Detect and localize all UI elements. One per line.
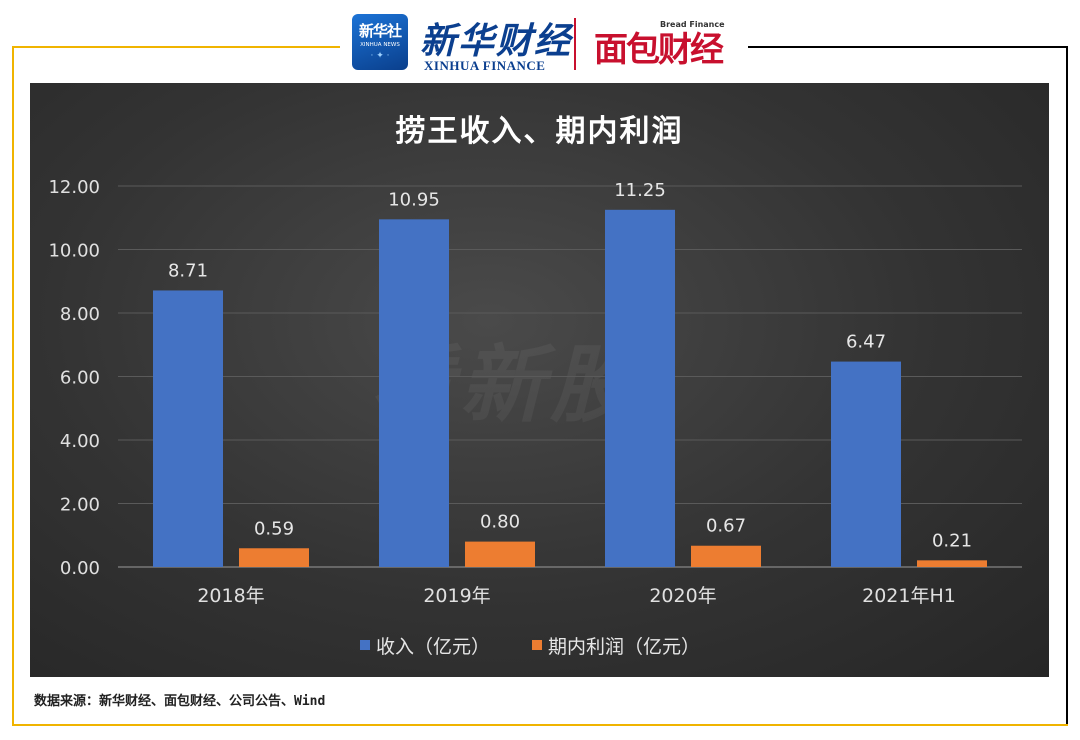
header-separator (574, 18, 576, 70)
bar-income (379, 219, 449, 567)
xinhua-badge-sub: XINHUA NEWS (360, 42, 400, 48)
y-tick-label: 6.00 (60, 368, 100, 389)
x-axis-ticks: 2018年 2019年 2020年 2021年H1 (197, 585, 956, 607)
chart-legend: 收入（亿元） 期内利润（亿元） (360, 632, 742, 658)
y-tick-label: 2.00 (60, 495, 100, 516)
y-tick-label: 4.00 (60, 431, 100, 452)
frame-top-left-line (12, 46, 340, 48)
bar-income (605, 209, 675, 567)
xinhua-finance-logo-cn: 新华财经 (420, 20, 573, 62)
data-label-income: 8.71 (168, 260, 208, 281)
legend-item-income: 收入（亿元） (360, 632, 490, 659)
legend-label-income: 收入（亿元） (376, 635, 491, 658)
bar-profit (465, 541, 535, 567)
data-label-profit: 0.21 (932, 530, 972, 551)
y-tick-label: 12.00 (48, 177, 100, 198)
frame-top-right-line (748, 46, 1068, 48)
x-tick-label: 2019年 (423, 585, 490, 607)
bread-finance-logo-cn: 面包财经 (594, 30, 724, 70)
x-tick-label: 2018年 (197, 585, 264, 607)
data-label-income: 11.25 (614, 180, 666, 201)
frame-right-line (1066, 46, 1068, 726)
bread-finance-logo-en: Bread Finance (660, 20, 725, 29)
chart-title: 捞王收入、期内利润 (395, 114, 684, 149)
source-note: 数据来源：新华财经、面包财经、公司公告、Wind (34, 694, 326, 709)
xinhua-finance-logo-en: XINHUA FINANCE (424, 58, 546, 73)
legend-swatch-profit (532, 640, 543, 650)
data-label-profit: 0.59 (254, 518, 294, 539)
frame-left-line (12, 46, 14, 726)
legend-item-profit: 期内利润（亿元） (532, 632, 700, 659)
data-label-profit: 0.67 (706, 516, 746, 537)
y-tick-label: 10.00 (48, 241, 100, 262)
legend-swatch-income (360, 640, 370, 650)
bar-income (831, 361, 901, 567)
bar-income (153, 290, 223, 567)
legend-label-profit: 期内利润（亿元） (548, 635, 701, 658)
bar-profit (239, 548, 309, 567)
xinhua-badge-main: 新华社 (358, 22, 402, 40)
y-tick-label: 8.00 (60, 304, 100, 325)
frame-bottom-line (12, 724, 1068, 726)
bars (153, 209, 987, 567)
bar-profit (691, 545, 761, 567)
data-label-profit: 0.80 (480, 512, 520, 533)
data-label-income: 10.95 (388, 189, 440, 210)
network-dots-icon: · ✦ · (370, 51, 390, 61)
x-tick-label: 2021年H1 (862, 585, 956, 607)
bar-profit (917, 560, 987, 567)
y-tick-label: 0.00 (60, 558, 100, 579)
data-labels: 8.71 0.59 10.95 0.80 11.25 0.67 6.47 0.21 (168, 180, 972, 552)
data-label-income: 6.47 (846, 332, 886, 353)
xinhua-news-logo: 新华社 XINHUA NEWS · ✦ · (352, 14, 408, 70)
x-tick-label: 2020年 (649, 585, 716, 607)
y-axis-ticks: 0.00 2.00 4.00 6.00 8.00 10.00 12.00 (48, 177, 100, 579)
